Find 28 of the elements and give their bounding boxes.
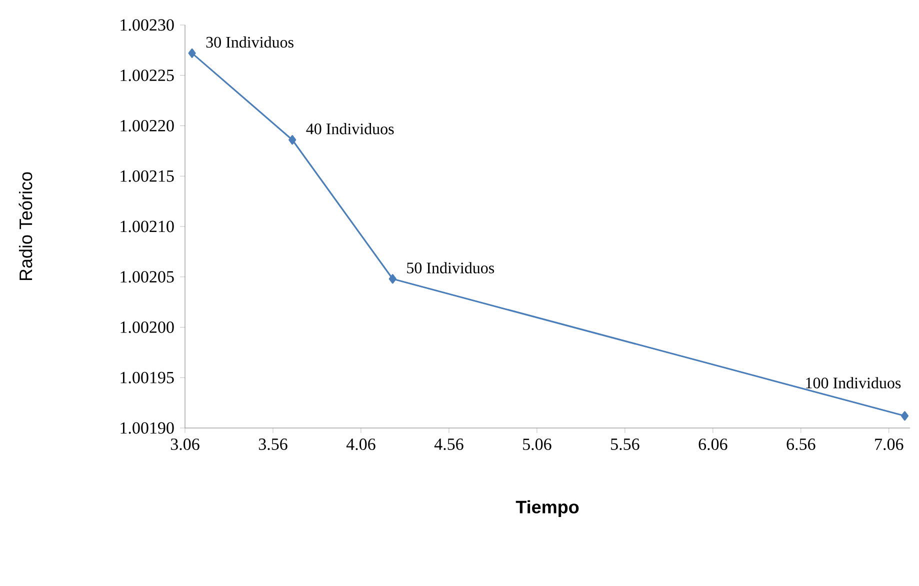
y-tick-label: 1.00210 [120, 220, 174, 232]
point [288, 135, 296, 145]
x-tick-label: 4.06 [346, 438, 376, 450]
y-tick-label: 1.00205 [120, 271, 174, 283]
point [900, 411, 909, 421]
x-tick-label: 4.56 [434, 438, 464, 450]
y-tick-label: 1.00215 [120, 170, 174, 182]
x-tick-label: 3.56 [258, 438, 288, 450]
y-tick-label: 1.00190 [120, 422, 174, 434]
y-tick-label: 1.00230 [120, 19, 174, 31]
y-axis-title: Radio Teórico [18, 172, 32, 280]
x-tick-label: 3.06 [170, 438, 200, 450]
x-tick-label: 6.56 [786, 438, 816, 450]
point [188, 48, 196, 58]
x-tick-label: 5.56 [611, 438, 640, 450]
y-tick-label: 1.00220 [120, 120, 174, 132]
x-axis-title: Tiempo [516, 500, 579, 517]
annotation: 40 Individuos [306, 123, 394, 134]
annotation: 30 Individuos [206, 36, 294, 48]
y-tick-label: 1.00195 [120, 372, 174, 384]
y-tick-label: 1.00225 [120, 70, 174, 82]
x-tick-label: 7.06 [875, 438, 904, 450]
point [388, 274, 396, 284]
x-tick-label: 6.06 [698, 438, 728, 450]
x-tick-label: 5.06 [523, 438, 552, 450]
annotation: 100 Individuos [806, 377, 901, 388]
annotation: 50 Individuos [407, 262, 494, 274]
y-tick-label: 1.00200 [120, 321, 174, 334]
